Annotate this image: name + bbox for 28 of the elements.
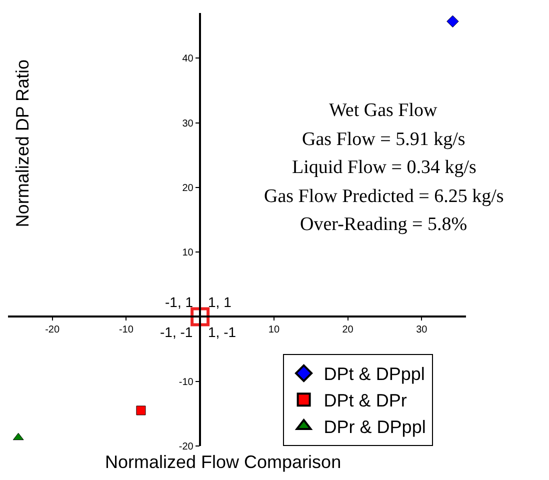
point [446, 15, 459, 28]
x-axis-title: Normalized Flow Comparison [105, 452, 342, 472]
annotation: -1, -1 [160, 324, 193, 340]
y-tick-label: -10 [178, 376, 194, 388]
y-tick-label: 20 [182, 182, 194, 194]
legend-label: DPt & DPppl [324, 364, 425, 384]
y-axis-title: Normalized DP Ratio [12, 59, 32, 228]
y-tick-label: 30 [182, 118, 194, 130]
annotation: Liquid Flow = 0.34 kg/s [292, 157, 476, 178]
legend-label: DPt & DPr [324, 390, 407, 411]
point [190, 307, 210, 326]
annotation: -1, 1 [165, 294, 194, 310]
y-tick-label: 10 [182, 248, 194, 259]
x-tick-label: -10 [118, 324, 134, 336]
annotation: Gas Flow Predicted = 6.25 kg/s [264, 186, 504, 207]
x-tick-label: -20 [45, 324, 60, 336]
annotation: 1, -1 [208, 324, 236, 340]
annotation: 1, 1 [208, 294, 232, 310]
annotation: Over-Reading = 5.8% [300, 214, 468, 235]
x-tick-label: 10 [268, 324, 280, 336]
annotation: Wet Gas Flow [329, 100, 438, 121]
y-tick-label: -20 [178, 442, 194, 452]
x-tick-label: 30 [416, 324, 428, 336]
y-tick-label: 40 [182, 54, 194, 65]
x-tick-label: 20 [342, 324, 354, 336]
annotation: Gas Flow = 5.91 kg/s [302, 129, 466, 150]
legend-label: DPr & DPppl [324, 417, 426, 438]
point [136, 406, 146, 416]
